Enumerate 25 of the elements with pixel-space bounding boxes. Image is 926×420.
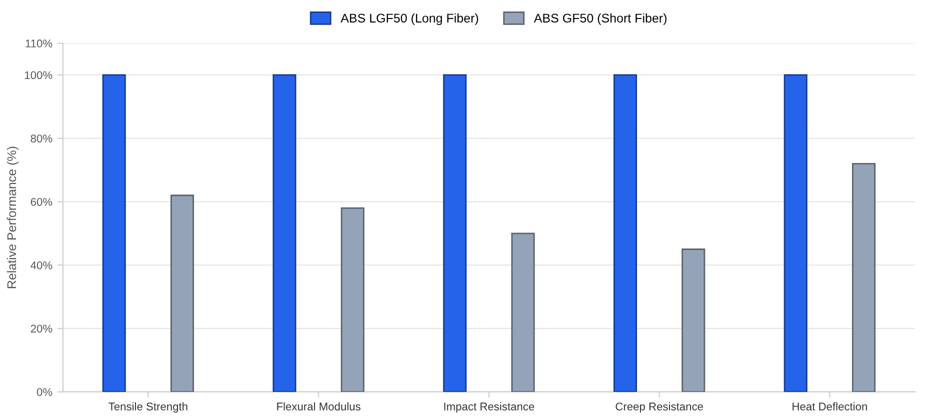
y-tick-label: 110% bbox=[26, 40, 52, 48]
y-axis-title: Relative Performance (%) bbox=[6, 146, 19, 288]
y-tick-label: 80% bbox=[30, 134, 52, 142]
legend-label: ABS LGF50 (Long Fiber) bbox=[340, 13, 478, 26]
bar bbox=[613, 74, 638, 392]
x-tick-label: Impact Resistance bbox=[444, 402, 534, 413]
x-tick-label: Creep Resistance bbox=[616, 402, 703, 413]
x-tick-label: Heat Deflection bbox=[792, 402, 867, 410]
y-tick-label: 100% bbox=[24, 71, 52, 80]
bar bbox=[511, 232, 535, 392]
x-tick-label: Tensile Strength bbox=[108, 402, 188, 413]
y-tick-label: 20% bbox=[30, 324, 52, 333]
bar bbox=[170, 194, 194, 392]
bar bbox=[852, 162, 876, 392]
x-tick-label: Flexural Modulus bbox=[277, 402, 360, 410]
y-tick-label: 0% bbox=[36, 388, 52, 396]
bar bbox=[102, 74, 126, 392]
bar bbox=[340, 207, 364, 392]
bar bbox=[443, 74, 467, 392]
bar bbox=[272, 74, 296, 392]
bar bbox=[784, 74, 808, 392]
bar bbox=[682, 248, 706, 392]
y-tick-label: 60% bbox=[30, 198, 52, 206]
y-tick-label: 40% bbox=[30, 261, 52, 270]
legend-label: ABS GF50 (Short Fiber) bbox=[534, 13, 666, 26]
